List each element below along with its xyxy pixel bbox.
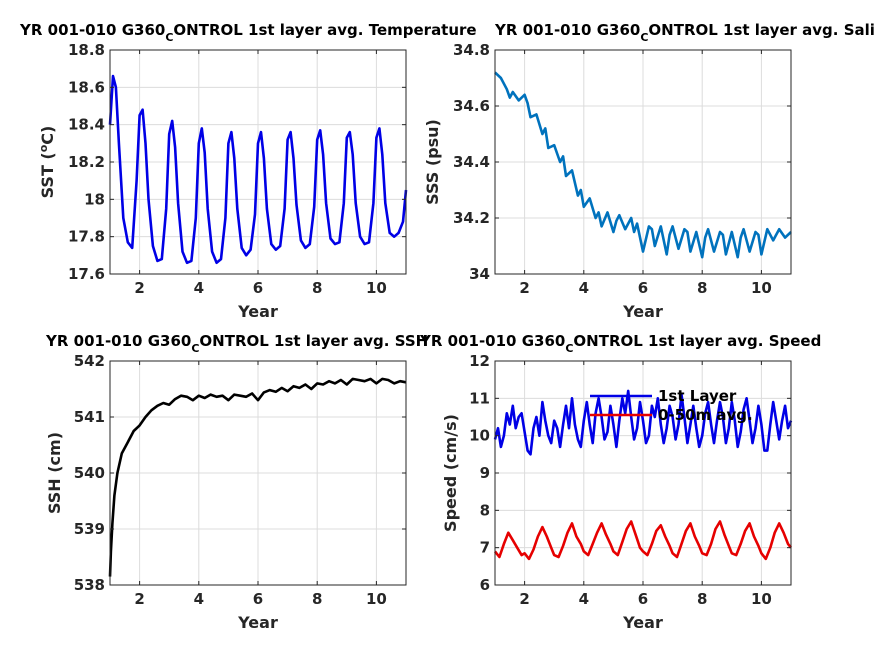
x-axis-label: Year <box>622 302 663 321</box>
y-tick-label: 18.6 <box>68 78 105 96</box>
x-tick-label: 10 <box>751 590 772 608</box>
x-tick-label: 8 <box>697 590 707 608</box>
y-tick-label: 7 <box>480 539 490 557</box>
y-axis-label: SSH (cm) <box>45 432 64 514</box>
y-tick-label: 34 <box>469 265 490 283</box>
x-tick-label: 8 <box>312 279 322 297</box>
panel-speed: 2 4 6 8 10 6 7 8 9 10 11 12 Year Speed (cm/s) YR 001-0… <box>419 332 821 632</box>
y-axis-label: Speed (cm/s) <box>441 414 460 532</box>
y-tick-label: 9 <box>480 464 490 482</box>
x-tick-label: 2 <box>519 279 529 297</box>
y-tick-label: 8 <box>480 501 490 519</box>
y-axis-label: SST (oC) <box>37 126 57 199</box>
y-tick-label: 18.2 <box>68 153 105 171</box>
x-tick-label: 8 <box>312 590 322 608</box>
chart-title-rest: ONTROL 1st layer avg. Salinity <box>648 21 875 39</box>
chart-title: YR 001-010 G360CONTROL 1st layer avg. Sa… <box>494 21 875 44</box>
chart-title-rest: ONTROL 1st layer avg. Temperature <box>173 21 476 39</box>
y-axis-label: SSS (psu) <box>423 119 442 205</box>
series-line-0-50m-avg- <box>493 520 793 561</box>
y-axis-label-superscript: o <box>37 144 50 152</box>
series-line-temperature <box>108 74 408 265</box>
x-tick-label: 4 <box>194 590 204 608</box>
panel-salinity: 2 4 6 8 10 34 34.2 34.4 34.6 34.8 Year SSS (psu) YR … <box>423 21 875 321</box>
y-tick-label: 541 <box>74 408 105 426</box>
chart-title-main: YR 001-010 G360 <box>419 332 565 350</box>
y-tick-label: 539 <box>74 520 105 538</box>
chart-title-subscript: C <box>565 342 573 355</box>
series-line-salinity <box>494 71 792 259</box>
y-tick-label: 18.8 <box>68 41 105 59</box>
x-tick-label: 10 <box>366 279 387 297</box>
chart-title-main: YR 001-010 G360 <box>45 332 191 350</box>
y-tick-label: 538 <box>74 576 105 594</box>
y-axis-label-text: SST ( <box>38 152 57 198</box>
x-tick-label: 8 <box>697 279 707 297</box>
chart-title-subscript: C <box>640 31 648 44</box>
y-tick-label: 12 <box>469 352 490 370</box>
chart-title-rest: ONTROL 1st layer avg. Speed <box>573 332 821 350</box>
chart-title-main: YR 001-010 G360 <box>19 21 165 39</box>
y-tick-label: 17.8 <box>68 228 105 246</box>
x-axis-label: Year <box>237 613 278 632</box>
y-axis-label-text: SSS (psu) <box>423 119 442 205</box>
y-tick-label: 10 <box>469 427 490 445</box>
chart-title-main: YR 001-010 G360 <box>494 21 640 39</box>
panel-ssh: 2 4 6 8 10 538 539 540 541 542 Year SSH (cm) YR 001-… <box>45 332 428 632</box>
y-tick-label: 540 <box>74 464 105 482</box>
legend-label: 0-50m avg. <box>658 406 753 424</box>
chart-title: YR 001-010 G360CONTROL 1st layer avg. SS… <box>45 332 428 355</box>
y-axis-label-text: Speed (cm/s) <box>441 414 460 532</box>
x-tick-label: 4 <box>194 279 204 297</box>
y-tick-label: 11 <box>469 389 490 407</box>
legend-label: 1st Layer <box>658 387 737 405</box>
y-tick-label: 34.2 <box>453 209 490 227</box>
y-axis-label-text: SSH (cm) <box>45 432 64 514</box>
series-line-1st-layer <box>493 389 793 456</box>
chart-title-rest: ONTROL 1st layer avg. SSH <box>199 332 428 350</box>
y-tick-label: 6 <box>480 576 490 594</box>
x-tick-label: 6 <box>638 590 648 608</box>
x-tick-label: 4 <box>579 279 589 297</box>
chart-title: YR 001-010 G360CONTROL 1st layer avg. Te… <box>19 21 477 44</box>
x-axis-label: Year <box>622 613 663 632</box>
x-tick-label: 6 <box>253 279 263 297</box>
x-tick-label: 10 <box>751 279 772 297</box>
chart-title-subscript: C <box>165 31 173 44</box>
y-tick-label: 34.4 <box>453 153 490 171</box>
y-tick-label: 542 <box>74 352 105 370</box>
x-tick-label: 6 <box>638 279 648 297</box>
series-line-ssh <box>108 377 407 577</box>
y-tick-label: 34.8 <box>453 41 490 59</box>
x-axis-label: Year <box>237 302 278 321</box>
chart-title-subscript: C <box>191 342 199 355</box>
x-tick-label: 2 <box>134 279 144 297</box>
x-tick-label: 2 <box>134 590 144 608</box>
x-tick-label: 2 <box>519 590 529 608</box>
panel-temperature: 2 4 6 8 10 17.6 17.8 18 18.2 18.4 18.6 18.8 Year SST … <box>19 21 477 321</box>
chart-title: YR 001-010 G360CONTROL 1st layer avg. Sp… <box>419 332 821 355</box>
y-tick-label: 18 <box>84 190 105 208</box>
x-tick-label: 6 <box>253 590 263 608</box>
x-tick-label: 4 <box>579 590 589 608</box>
x-tick-label: 10 <box>366 590 387 608</box>
y-tick-label: 18.4 <box>68 116 105 134</box>
y-tick-label: 34.6 <box>453 97 490 115</box>
y-tick-label: 17.6 <box>68 265 105 283</box>
y-axis-label-rest: C) <box>38 126 57 145</box>
